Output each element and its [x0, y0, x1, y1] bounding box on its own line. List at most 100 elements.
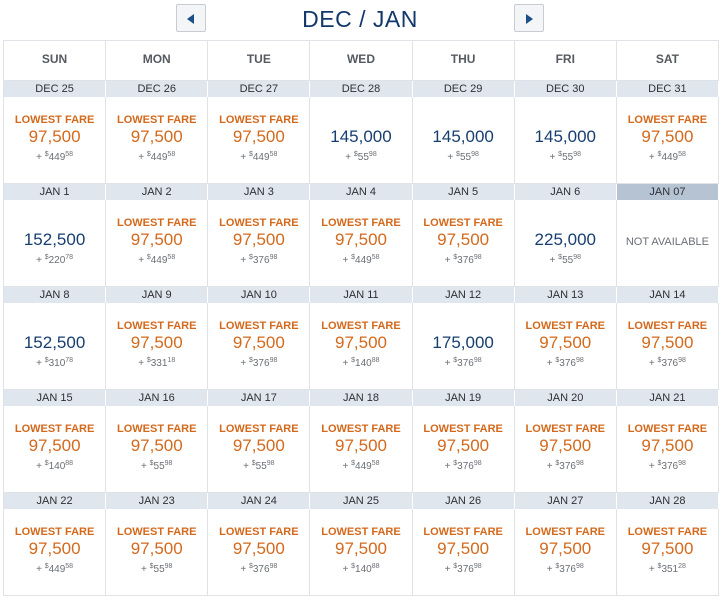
fare-cell[interactable]: LOWEST FARE 97,500 + $37698 — [412, 406, 515, 493]
tax-amount: + $37698 — [444, 254, 482, 266]
tax-dollars: 55 — [562, 152, 574, 163]
lowest-fare-label: LOWEST FARE — [219, 320, 299, 332]
tax-cents: 98 — [164, 460, 173, 467]
next-month-button[interactable] — [514, 4, 544, 32]
fare-cell[interactable]: LOWEST FARE 97,500 + $37698 — [514, 509, 617, 596]
tax-amount: + $44958 — [240, 151, 278, 163]
miles-price: 97,500 — [334, 333, 387, 352]
fare-cell[interactable]: LOWEST FARE 97,500 + $33118 — [106, 303, 209, 390]
lowest-fare-label: LOWEST FARE — [627, 423, 708, 435]
tax-dollars: 140 — [48, 461, 66, 472]
weekday-header: SAT — [616, 41, 719, 81]
fare-cell[interactable]: LOWEST FARE 97,500 + $37698 — [412, 509, 515, 596]
fare-cell[interactable]: LOWEST FARE 97,500 + $5598 — [208, 406, 311, 493]
tax-cents: 58 — [371, 254, 380, 261]
weekday-header: TUE — [208, 41, 311, 81]
miles-price: 152,500 — [23, 333, 86, 352]
miles-price: 97,500 — [539, 333, 592, 352]
fare-cell[interactable]: LOWEST FARE 97,500 + $35128 — [616, 509, 719, 596]
fare-cell[interactable]: LOWEST FARE 97,500 + $44958 — [310, 200, 413, 287]
tax-cents: 98 — [269, 357, 278, 364]
date-label: JAN 16 — [106, 390, 209, 406]
fare-cell[interactable]: LOWEST FARE 97,500 + $14088 — [4, 406, 107, 493]
lowest-fare-label: LOWEST FARE — [116, 114, 197, 126]
lowest-fare-label: LOWEST FARE — [627, 114, 708, 126]
lowest-fare-label: LOWEST FARE — [116, 320, 197, 332]
fare-cell[interactable]: 145,000 + $5598 — [310, 97, 413, 184]
fare-cell[interactable]: LOWEST FARE 97,500 + $37698 — [208, 200, 311, 287]
tax-dollars: 55 — [153, 564, 165, 575]
lowest-fare-label: LOWEST FARE — [219, 423, 299, 435]
date-label: JAN 22 — [4, 493, 107, 509]
miles-price: 97,500 — [539, 539, 592, 558]
tax-dollars: 376 — [559, 461, 576, 472]
fare-cell[interactable]: LOWEST FARE 97,500 + $37698 — [208, 303, 311, 390]
fare-cell[interactable]: 145,000 + $5598 — [412, 97, 515, 184]
fare-cell[interactable]: LOWEST FARE 97,500 + $37698 — [616, 303, 719, 390]
date-label: DEC 29 — [412, 81, 515, 97]
fare-cell[interactable]: 225,000 + $5598 — [514, 200, 617, 287]
date-label: JAN 5 — [412, 184, 515, 200]
tax-cents: 78 — [65, 357, 74, 364]
fare-cell[interactable]: LOWEST FARE 97,500 + $44958 — [310, 406, 413, 493]
date-label: JAN 25 — [310, 493, 413, 509]
tax-amount: + $37698 — [444, 460, 482, 472]
fare-cell[interactable]: LOWEST FARE 97,500 + $44958 — [106, 97, 209, 184]
tax-cents: 98 — [266, 460, 275, 467]
date-label: JAN 9 — [106, 287, 209, 303]
tax-amount: + $33118 — [138, 357, 176, 369]
fare-cell[interactable]: LOWEST FARE 97,500 + $37698 — [616, 406, 719, 493]
miles-price: 97,500 — [232, 230, 285, 249]
fare-cell[interactable]: LOWEST FARE 97,500 + $44958 — [4, 509, 107, 596]
tax-dollars: 331 — [150, 358, 168, 369]
tax-amount: + $44958 — [138, 151, 176, 163]
tax-dollars: 449 — [150, 255, 168, 266]
fare-cell[interactable]: LOWEST FARE 97,500 + $37698 — [208, 509, 311, 596]
tax-dollars: 376 — [661, 461, 679, 472]
lowest-fare-label: LOWEST FARE — [321, 526, 401, 538]
tax-amount: + $5598 — [140, 563, 173, 575]
miles-price: 97,500 — [334, 539, 387, 558]
fare-cell[interactable]: LOWEST FARE 97,500 + $14088 — [310, 509, 413, 596]
fare-cell[interactable]: 145,000 + $5598 — [514, 97, 617, 184]
fare-cell[interactable]: LOWEST FARE 97,500 + $37698 — [412, 200, 515, 287]
weekday-header: MON — [106, 41, 209, 81]
fare-cell[interactable]: LOWEST FARE 97,500 + $44958 — [208, 97, 311, 184]
lowest-fare-label: LOWEST FARE — [14, 423, 95, 435]
fare-cell[interactable]: 152,500 + $22078 — [4, 200, 107, 287]
tax-amount: + $44958 — [36, 151, 74, 163]
fare-cell[interactable]: LOWEST FARE 97,500 + $37698 — [514, 406, 617, 493]
tax-cents: 98 — [473, 563, 482, 570]
fare-cell[interactable]: 152,500 + $31078 — [4, 303, 107, 390]
fare-cell[interactable]: LOWEST FARE 97,500 + $37698 — [514, 303, 617, 390]
miles-price: 97,500 — [437, 539, 490, 558]
tax-cents: 28 — [678, 563, 686, 570]
tax-amount: + $37698 — [240, 254, 278, 266]
fare-cell[interactable]: LOWEST FARE 97,500 + $44958 — [4, 97, 107, 184]
fare-cell[interactable]: LOWEST FARE 97,500 + $5598 — [106, 406, 209, 493]
lowest-fare-label: LOWEST FARE — [14, 114, 95, 126]
fare-cell[interactable]: 175,000 + $37698 — [412, 303, 515, 390]
fare-cell[interactable]: LOWEST FARE 97,500 + $44958 — [616, 97, 719, 184]
date-label: JAN 27 — [514, 493, 617, 509]
tax-cents: 98 — [368, 151, 377, 158]
miles-price: 145,000 — [432, 127, 494, 146]
chevron-right-icon — [526, 14, 533, 24]
tax-amount: + $44958 — [36, 563, 74, 575]
tax-dollars: 376 — [457, 255, 474, 266]
date-label: JAN 6 — [514, 184, 617, 200]
tax-amount: + $37698 — [240, 357, 278, 369]
fare-cell[interactable]: LOWEST FARE 97,500 + $5598 — [106, 509, 209, 596]
miles-price: 225,000 — [534, 230, 596, 249]
miles-price: 97,500 — [539, 436, 592, 455]
date-label: DEC 27 — [208, 81, 311, 97]
fare-cell[interactable]: LOWEST FARE 97,500 + $44958 — [106, 200, 209, 287]
tax-amount: + $35128 — [648, 563, 686, 575]
miles-price: 152,500 — [23, 230, 86, 249]
previous-month-button[interactable] — [176, 4, 206, 32]
tax-cents: 58 — [167, 151, 176, 158]
fare-cell[interactable]: LOWEST FARE 97,500 + $14088 — [310, 303, 413, 390]
tax-cents: 18 — [167, 357, 176, 364]
tax-amount: + $22078 — [36, 254, 74, 266]
tax-cents: 98 — [575, 563, 584, 570]
